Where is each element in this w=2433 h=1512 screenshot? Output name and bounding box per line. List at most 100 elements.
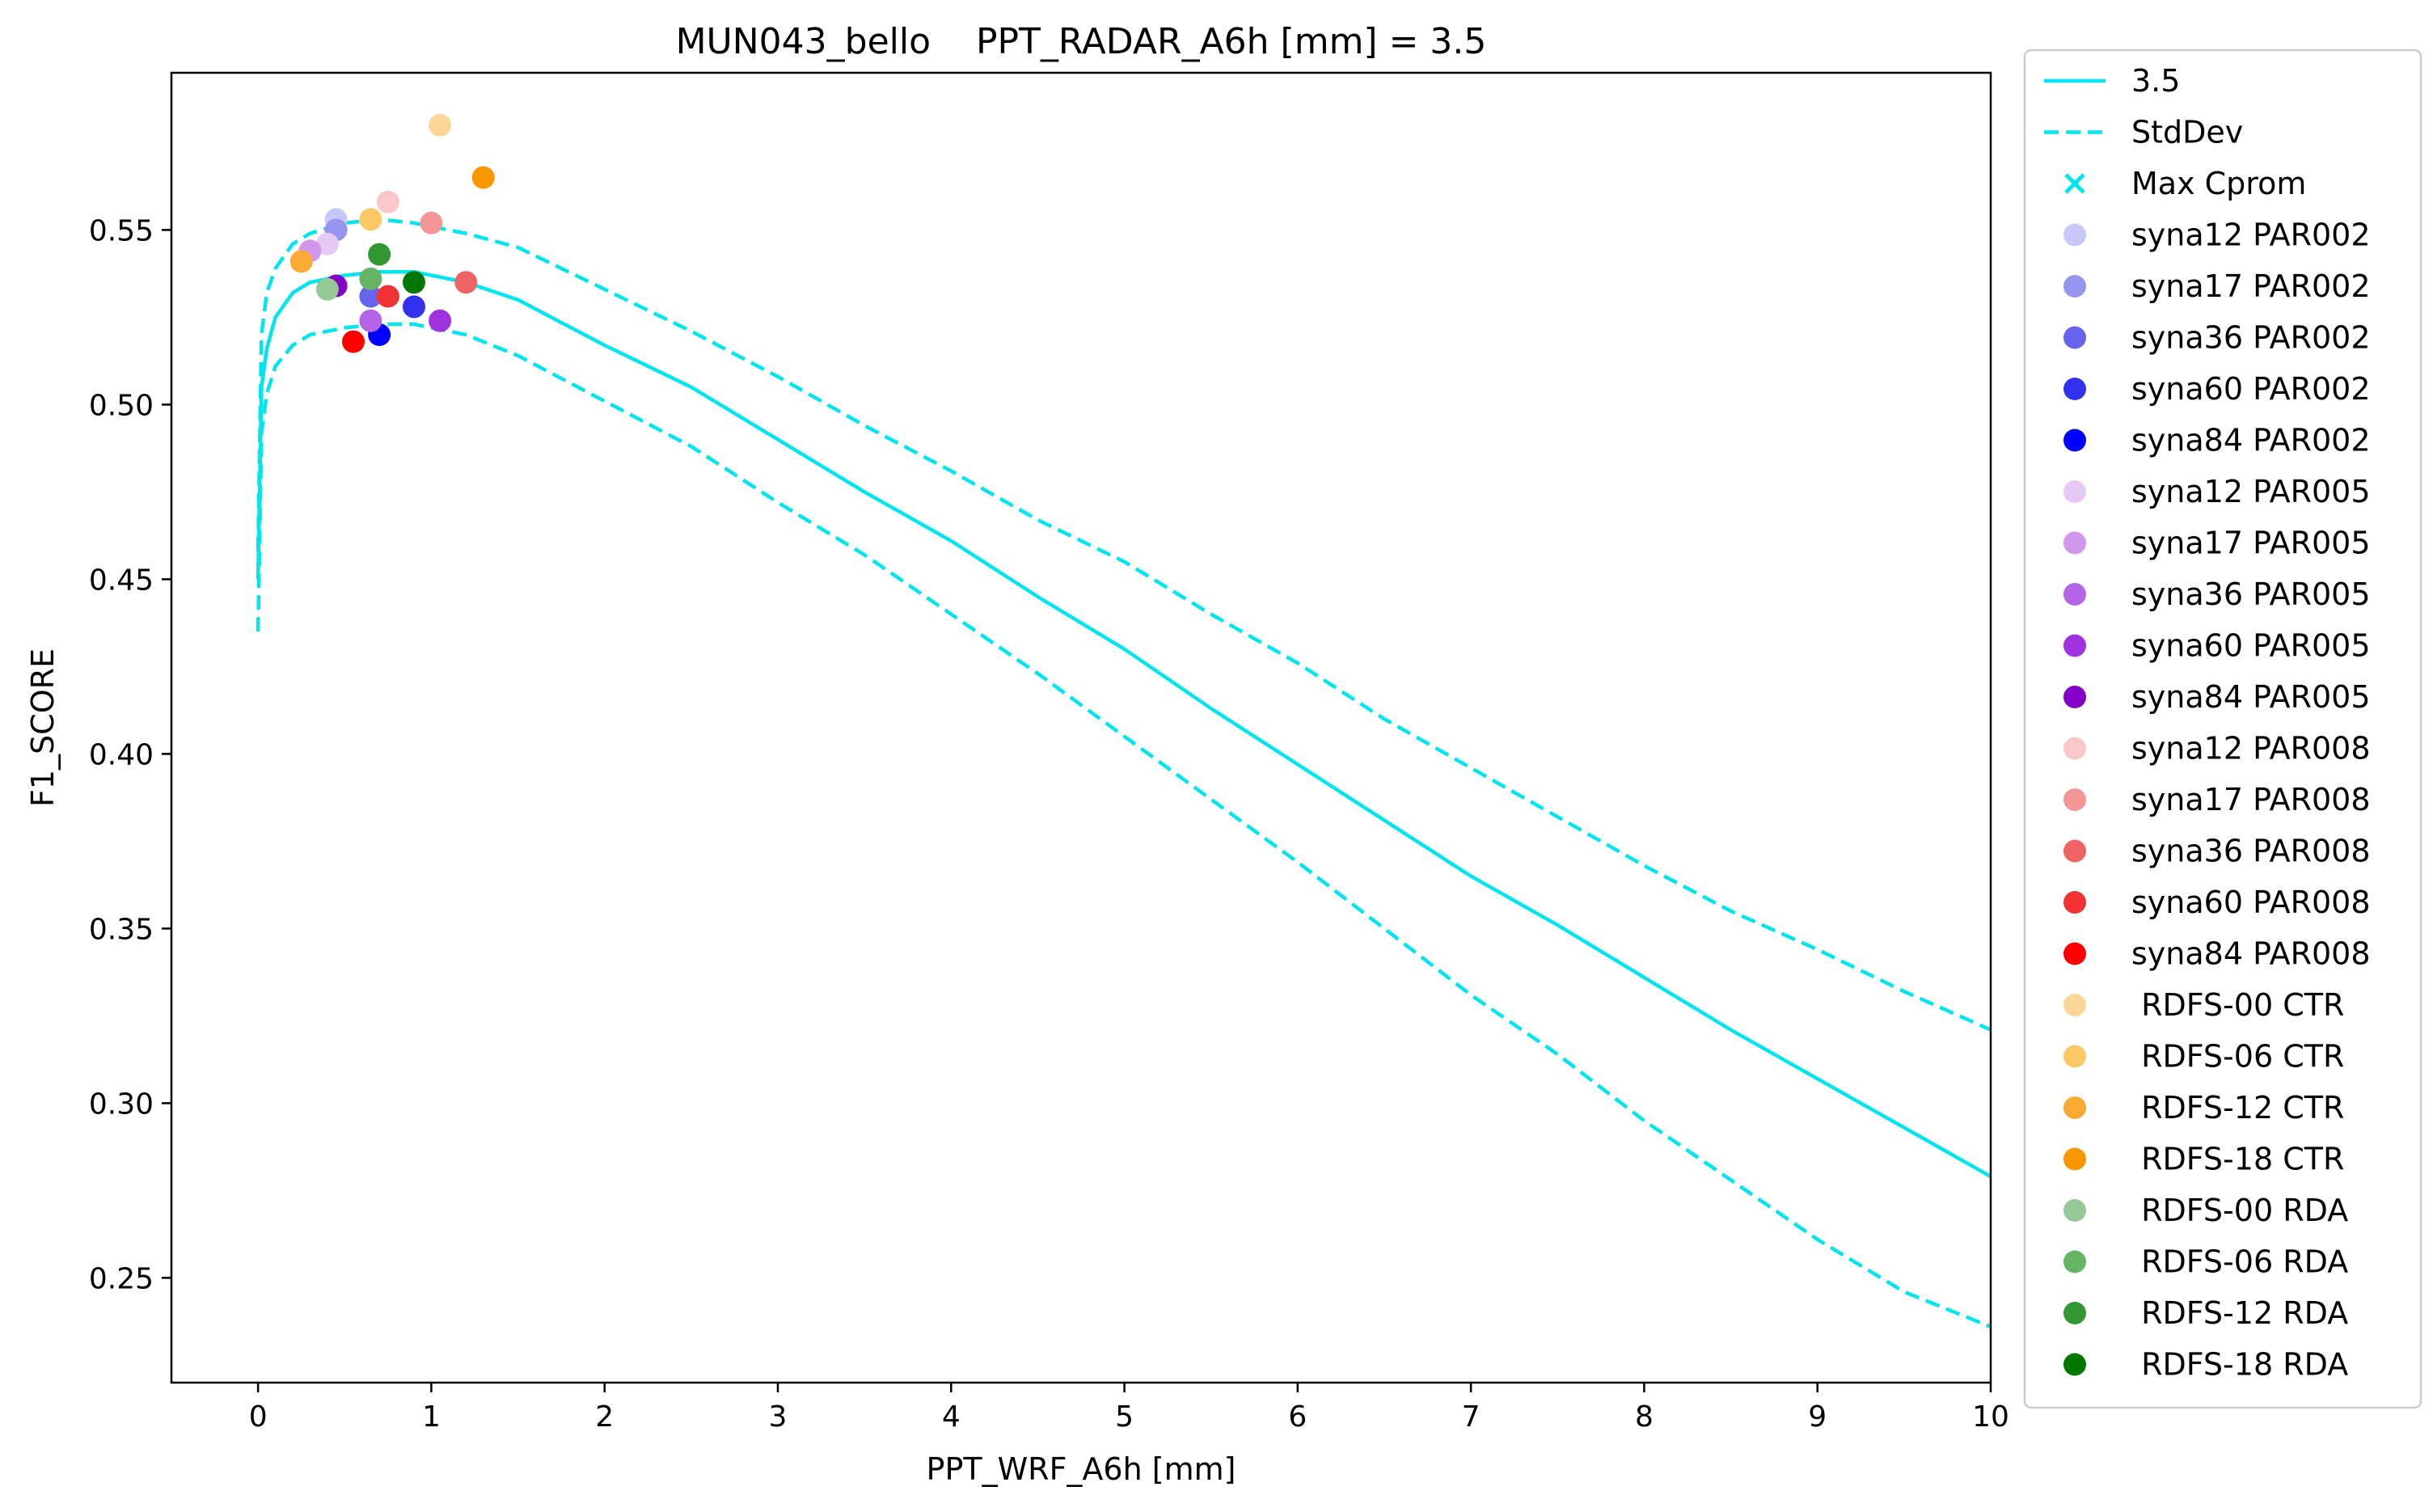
legend-item-1: StdDev: [2044, 115, 2243, 150]
legend-item-21: RDFS-18 CTR: [2063, 1142, 2344, 1177]
x-tick-label-0: 0: [249, 1400, 268, 1434]
legend-swatch-15: [2063, 839, 2086, 863]
data-point-5: [315, 232, 339, 256]
data-point-19: [315, 277, 339, 301]
data-point-14: [342, 330, 365, 353]
legend-swatch-22: [2063, 1199, 2086, 1222]
y-tick-label-2: 0.35: [89, 913, 154, 946]
legend-label-4: syna17 PAR002: [2131, 268, 2371, 304]
data-point-8: [429, 309, 452, 332]
legend-item-4: syna17 PAR002: [2063, 268, 2371, 304]
legend-label-14: syna17 PAR008: [2131, 782, 2371, 817]
legend-item-20: RDFS-12 CTR: [2063, 1090, 2344, 1126]
x-tick-label-3: 3: [769, 1400, 788, 1434]
legend-swatch-2: [2064, 173, 2085, 194]
legend-label-8: syna12 PAR005: [2131, 474, 2371, 509]
legend-label-3: syna12 PAR002: [2131, 218, 2371, 253]
legend-swatch-14: [2063, 788, 2086, 811]
legend-swatch-19: [2063, 1045, 2086, 1068]
legend-label-16: syna60 PAR008: [2131, 885, 2371, 920]
legend-swatch-9: [2063, 531, 2086, 555]
legend-item-25: RDFS-18 RDA: [2063, 1347, 2348, 1383]
legend-label-5: syna36 PAR002: [2131, 320, 2371, 356]
legend-label-12: syna84 PAR005: [2131, 679, 2371, 715]
plot-area: [256, 113, 1991, 1328]
data-point-17: [289, 250, 313, 273]
legend-item-12: syna84 PAR005: [2063, 679, 2371, 715]
x-tick-label-9: 9: [1808, 1400, 1827, 1434]
legend-item-16: syna60 PAR008: [2063, 885, 2371, 920]
legend-box: [2023, 49, 2422, 1409]
legend-label-10: syna36 PAR005: [2131, 577, 2371, 612]
legend-label-22: RDFS-00 RDA: [2131, 1193, 2348, 1228]
legend-swatch-6: [2063, 378, 2086, 400]
legend-item-18: RDFS-00 CTR: [2063, 987, 2344, 1023]
legend-item-23: RDFS-06 RDA: [2063, 1244, 2348, 1280]
y-tick-label-1: 0.30: [89, 1088, 154, 1121]
data-point-12: [454, 271, 478, 294]
legend-label-7: syna84 PAR002: [2131, 423, 2371, 458]
legend-item-3: syna12 PAR002: [2063, 218, 2371, 253]
chart-title: MUN043_bello PPT_RADAR_A6h [mm] = 3.5: [676, 21, 1487, 62]
legend-swatch-18: [2063, 994, 2086, 1016]
legend-item-22: RDFS-00 RDA: [2063, 1193, 2348, 1228]
data-point-15: [429, 113, 452, 137]
x-tick-label-8: 8: [1635, 1400, 1654, 1434]
legend-swatch-24: [2063, 1302, 2086, 1324]
legend-item-19: RDFS-06 CTR: [2063, 1039, 2344, 1075]
x-tick-label-7: 7: [1462, 1400, 1480, 1434]
legend-item-11: syna60 PAR005: [2063, 628, 2371, 664]
legend-swatch-8: [2063, 480, 2086, 503]
legend-label-20: RDFS-12 CTR: [2131, 1090, 2344, 1126]
data-point-18: [471, 166, 495, 189]
legend-item-2: Max Cprom: [2064, 166, 2306, 201]
legend-swatch-23: [2063, 1250, 2086, 1273]
legend-label-25: RDFS-18 RDA: [2131, 1347, 2348, 1383]
plot-frame: [170, 71, 1992, 1384]
legend-label-0: 3.5: [2131, 63, 2180, 99]
data-point-20: [359, 267, 382, 290]
legend-label-19: RDFS-06 CTR: [2131, 1039, 2344, 1075]
y-tick-label-3: 0.40: [89, 738, 154, 771]
data-point-3: [403, 295, 425, 319]
data-point-21: [368, 243, 391, 266]
legend-label-9: syna17 PAR005: [2131, 526, 2371, 561]
legend-item-10: syna36 PAR005: [2063, 577, 2371, 612]
legend-label-2: Max Cprom: [2131, 166, 2306, 201]
x-tick-label-4: 4: [942, 1400, 961, 1434]
legend-label-13: syna12 PAR008: [2131, 731, 2371, 767]
series-line-2: [256, 322, 1991, 1328]
series-line-1: [256, 218, 1991, 1032]
data-point-10: [376, 190, 399, 213]
series-line-0: [256, 269, 1991, 1179]
legend-item-15: syna36 PAR008: [2063, 834, 2371, 869]
data-point-11: [420, 211, 443, 234]
legend-swatch-25: [2063, 1353, 2086, 1376]
y-axis-title: F1_SCORE: [25, 648, 61, 807]
legend-item-0: 3.5: [2044, 63, 2180, 99]
y-tick-label-6: 0.55: [89, 214, 154, 247]
legend-item-14: syna17 PAR008: [2063, 782, 2371, 817]
legend-swatch-17: [2063, 942, 2086, 965]
legend-swatch-20: [2063, 1096, 2086, 1119]
legend-swatch-21: [2063, 1147, 2086, 1171]
data-point-7: [359, 309, 382, 332]
legend-label-17: syna84 PAR008: [2131, 936, 2371, 972]
legend-item-24: RDFS-12 RDA: [2063, 1295, 2348, 1331]
y-tick-label-4: 0.45: [89, 564, 154, 597]
legend-label-23: RDFS-06 RDA: [2131, 1244, 2348, 1280]
legend-swatch-12: [2063, 686, 2086, 708]
legend-swatch-13: [2063, 737, 2086, 760]
y-tick-label-0: 0.25: [89, 1262, 154, 1295]
legend-item-13: syna12 PAR008: [2063, 731, 2371, 767]
legend-item-17: syna84 PAR008: [2063, 936, 2371, 972]
legend-swatch-10: [2063, 583, 2086, 606]
x-tick-label-6: 6: [1288, 1400, 1307, 1434]
x-tick-label-2: 2: [595, 1400, 614, 1434]
legend-item-9: syna17 PAR005: [2063, 526, 2371, 561]
legend-label-18: RDFS-00 CTR: [2131, 987, 2344, 1023]
y-tick-label-5: 0.50: [89, 389, 154, 422]
legend-swatch-3: [2063, 223, 2086, 247]
axes: 0 1 2 3 4 5 6 7 8 9 10 0.25 0.30 0.35 0.40 0.45 0.50 0.55: [89, 214, 2009, 1434]
